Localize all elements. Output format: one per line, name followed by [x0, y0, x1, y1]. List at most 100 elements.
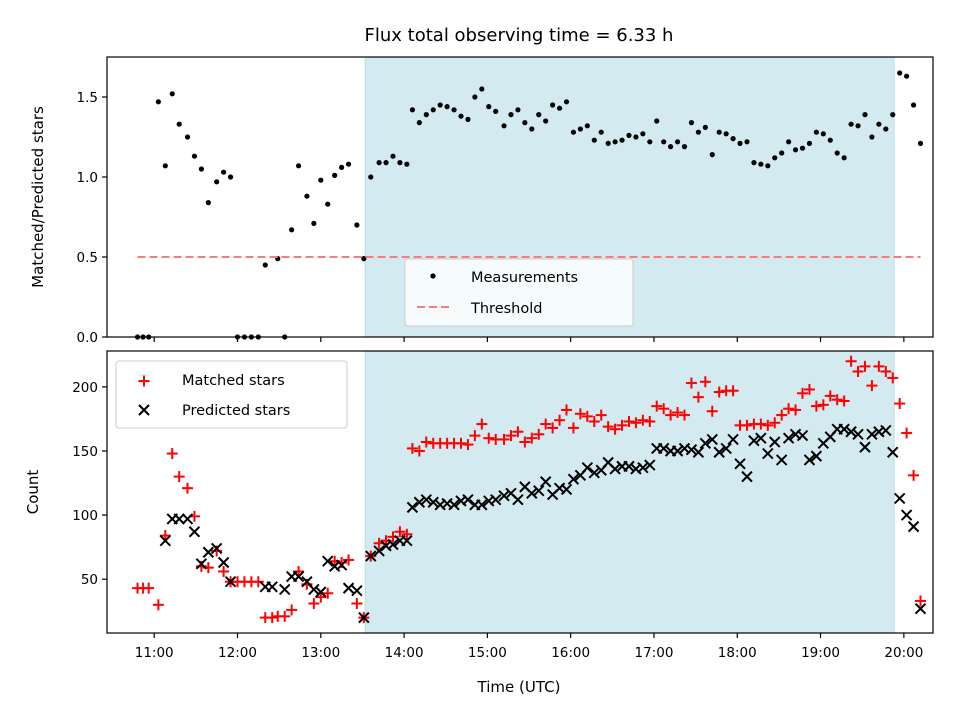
top-measurements-point [529, 126, 535, 132]
top-measurements-point [751, 160, 757, 166]
top-measurements-point [910, 102, 917, 108]
top-measurements-point [605, 140, 611, 146]
bottom-matched-stars-point [699, 376, 711, 388]
bottom-matched-stars-point [293, 565, 305, 577]
top-measurements-point [820, 131, 826, 137]
bottom-matched-stars-point [581, 410, 593, 422]
bottom-matched-stars-point [420, 436, 432, 448]
bottom-predicted-stars-point [401, 535, 413, 547]
bottom-plot-frame [106, 350, 934, 634]
top-measurements-point [848, 121, 854, 127]
top-measurements-point [862, 112, 868, 118]
bottom-matched-stars-point [887, 372, 899, 384]
bottom-predicted-stars-point [887, 446, 899, 458]
bottom-x-tick-label: 12:00 [218, 645, 257, 661]
top-measurements-point [155, 99, 161, 105]
top-measurements-point [681, 144, 688, 150]
bottom-matched-stars-point [526, 432, 538, 444]
bottom-matched-stars-point [476, 418, 488, 430]
bottom-predicted-stars-point [769, 436, 781, 448]
bottom-x-tick-label: 14:00 [385, 645, 424, 661]
bottom-x-tick-label: 13:00 [301, 645, 340, 661]
top-measurements-point [626, 132, 632, 138]
bottom-x-tick-label: 20:00 [884, 645, 923, 661]
top-measurements-point [214, 179, 220, 185]
bottom-matched-stars-point [322, 587, 334, 599]
bottom-predicted-stars-point [387, 538, 399, 551]
top-panel: 0.0 0.5 1.0 1.5 Measurements Threshold [77, 56, 934, 346]
bottom-matched-stars-point [901, 427, 913, 439]
bottom-matched-stars-point [894, 398, 906, 410]
bottom-predicted-stars-point [406, 501, 419, 514]
bottom-matched-stars-point [672, 407, 684, 419]
bottom-matched-stars-point [665, 409, 677, 421]
bottom-matched-stars-point [498, 433, 510, 445]
top-measurements-point [451, 107, 457, 113]
bottom-predicted-stars-point [907, 520, 920, 533]
top-measurements-point [289, 227, 295, 233]
bottom-matched-stars-point [413, 445, 425, 457]
bottom-predicted-stars-point [588, 467, 600, 479]
top-measurements-point [345, 161, 352, 167]
bottom-matched-stars-point [540, 418, 552, 430]
top-measurements-point [834, 150, 840, 156]
bottom-predicted-stars-point [217, 556, 230, 569]
top-measurements-point [318, 177, 324, 183]
top-measurements-point [570, 129, 577, 135]
bottom-x-tick-label: 19:00 [801, 645, 840, 661]
top-measurements-point [647, 139, 653, 145]
top-measurements-point [591, 137, 597, 143]
bottom-predicted-stars-point [476, 499, 488, 511]
bottom-predicted-stars-point [202, 546, 215, 558]
bottom-predicted-stars-point [159, 535, 172, 547]
bottom-matched-stars-point [831, 394, 843, 406]
bottom-predicted-stars-point [413, 496, 426, 508]
bottom-x-tick-label: 18:00 [718, 645, 757, 661]
bottom-predicted-stars-point [880, 424, 892, 437]
top-y-axis-label: Matched/Predicted stars [29, 106, 47, 288]
bottom-predicted-stars-point [351, 584, 363, 597]
bottom-matched-stars-point [279, 610, 291, 622]
bottom-matched-stars-point [755, 418, 767, 430]
top-measurements-point [612, 139, 618, 145]
top-legend [404, 258, 634, 327]
bottom-predicted-stars-point [741, 470, 753, 483]
top-measurements-point [409, 107, 416, 113]
top-measurements-point [458, 113, 464, 119]
bottom-predicted-stars-point [713, 446, 725, 458]
top-measurements-point [332, 172, 338, 178]
top-measurements-point [423, 112, 429, 118]
bottom-matched-stars-point [866, 380, 878, 392]
bottom-predicted-stars-point [852, 428, 864, 441]
top-measurements-point [501, 123, 507, 129]
bottom-predicted-stars-point [448, 499, 460, 511]
bottom-predicted-stars-point [342, 582, 355, 594]
bottom-matched-stars-point [252, 576, 264, 588]
top-measurements-point [577, 126, 583, 132]
bottom-matched-stars-point [343, 554, 355, 566]
top-measurements-point [162, 163, 168, 169]
top-measurements-point [295, 163, 302, 169]
bottom-matched-stars-point [519, 436, 531, 448]
bottom-matched-stars-point [602, 421, 614, 433]
bottom-matched-stars-point [218, 565, 230, 577]
top-measurements-point [563, 99, 570, 105]
bottom-matched-stars-point [838, 395, 850, 407]
top-measurements-point [668, 144, 674, 150]
top-measurements-point [799, 145, 806, 151]
legend-matched-marker [138, 375, 150, 387]
bottom-matched-stars-point [595, 409, 607, 421]
top-measurements-point [730, 136, 736, 142]
top-measurements-point [191, 153, 198, 159]
top-measurements-point [723, 131, 729, 137]
top-measurements-point [221, 169, 227, 175]
bottom-matched-stars-point [685, 377, 697, 389]
top-measurements-point [437, 102, 443, 108]
bottom-matched-stars-point [351, 598, 363, 610]
bottom-matched-stars-point [873, 360, 885, 372]
bottom-predicted-stars-point [762, 447, 774, 460]
bottom-matched-stars-point [783, 403, 795, 415]
top-measurements-point [633, 134, 639, 140]
bottom-matched-stars-point [803, 383, 815, 395]
top-measurements-point [404, 161, 410, 167]
